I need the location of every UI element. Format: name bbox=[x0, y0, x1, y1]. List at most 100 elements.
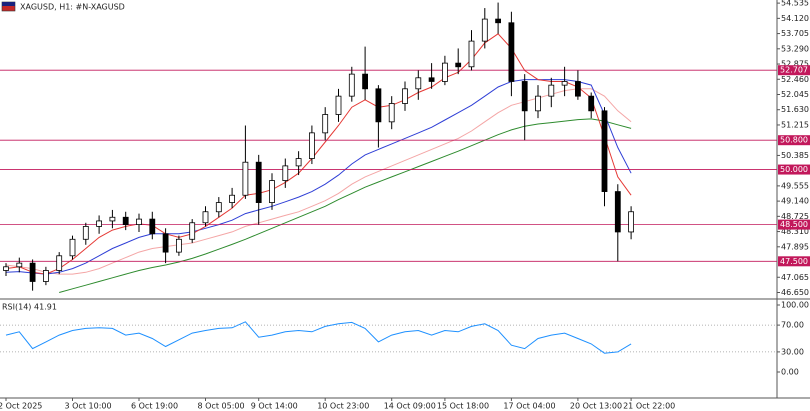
moving-average bbox=[5, 79, 632, 275]
y-tick-label: 49.555 bbox=[781, 181, 809, 190]
x-tick-label: 8 Oct 05:00 bbox=[198, 402, 245, 411]
candle-body bbox=[375, 88, 382, 123]
x-tick-label: 2 Oct 2025 bbox=[0, 402, 42, 411]
candle-body bbox=[136, 218, 142, 226]
candle-body bbox=[56, 255, 63, 271]
x-tick-label: 10 Oct 23:00 bbox=[317, 402, 369, 411]
candle-body bbox=[601, 110, 608, 192]
y-tick-label: 30.00 bbox=[781, 347, 804, 356]
level-label: 50.800 bbox=[780, 136, 808, 145]
y-tick-label: 54.535 bbox=[781, 0, 809, 8]
candle-body bbox=[468, 40, 475, 68]
y-tick-label: 50.385 bbox=[781, 151, 809, 160]
candle-body bbox=[348, 73, 355, 97]
candle-body bbox=[3, 266, 9, 271]
y-tick-label: 53.705 bbox=[781, 29, 809, 38]
y-tick-label: 70.00 bbox=[781, 321, 804, 330]
candle-body bbox=[162, 233, 169, 253]
candle-body bbox=[495, 18, 502, 24]
y-tick-label: 51.215 bbox=[781, 120, 809, 129]
y-tick-label: 47.065 bbox=[781, 273, 809, 282]
y-tick-label: 51.630 bbox=[781, 105, 809, 114]
candle-body bbox=[109, 216, 116, 222]
candle-body bbox=[481, 18, 488, 42]
rsi-line bbox=[5, 321, 632, 354]
candle-body bbox=[588, 95, 595, 112]
y-tick-label: 48.725 bbox=[781, 212, 809, 221]
y-tick-label: 52.460 bbox=[781, 75, 809, 84]
candle-body bbox=[215, 202, 222, 213]
candle-body bbox=[255, 161, 262, 203]
candle-body bbox=[82, 226, 89, 240]
y-tick-label: 48.310 bbox=[781, 227, 809, 236]
level-tag bbox=[778, 164, 810, 175]
candle-body bbox=[548, 84, 555, 97]
candle-body bbox=[335, 95, 342, 115]
candle-body bbox=[96, 220, 102, 227]
candle-body bbox=[295, 158, 302, 167]
y-tick-label: 47.895 bbox=[781, 242, 809, 251]
candle-body bbox=[535, 95, 541, 112]
x-tick-label: 21 Oct 22:00 bbox=[623, 402, 675, 411]
candle-body bbox=[229, 194, 236, 203]
candle-body bbox=[441, 62, 448, 82]
candle-body bbox=[428, 77, 435, 82]
moving-average bbox=[59, 118, 632, 293]
y-tick-label: 46.650 bbox=[781, 288, 809, 297]
candle-body bbox=[614, 191, 621, 233]
level-tag bbox=[778, 219, 810, 230]
moving-average bbox=[5, 33, 632, 275]
candle-body bbox=[455, 62, 462, 68]
y-tick-label: 52.045 bbox=[781, 90, 809, 99]
level-label: 47.500 bbox=[780, 257, 808, 266]
candle-body bbox=[43, 270, 49, 282]
candle-body bbox=[242, 161, 249, 196]
chart-title: XAGUSD, H1: #N-XAGUSD bbox=[20, 3, 125, 12]
candle-body bbox=[175, 238, 182, 253]
candle-body bbox=[362, 73, 369, 90]
candle-body bbox=[402, 88, 408, 104]
candle-body bbox=[388, 103, 395, 123]
candle-body bbox=[415, 77, 422, 90]
candle-body bbox=[69, 238, 76, 257]
level-tag bbox=[778, 65, 810, 76]
candle-body bbox=[29, 262, 36, 282]
candle-body bbox=[189, 222, 196, 240]
x-tick-label: 20 Oct 13:00 bbox=[570, 402, 622, 411]
y-tick-label: 0.00 bbox=[781, 368, 799, 377]
y-tick-label: 53.290 bbox=[781, 44, 809, 53]
candle-body bbox=[282, 165, 289, 181]
candle-body bbox=[628, 211, 634, 233]
level-tag bbox=[778, 135, 810, 146]
candle-body bbox=[269, 180, 275, 203]
y-tick-label: 100.00 bbox=[781, 301, 809, 310]
rsi-title: RSI(14) bbox=[2, 303, 31, 312]
candle-body bbox=[16, 262, 23, 268]
candle-body bbox=[149, 218, 156, 235]
level-label: 48.500 bbox=[780, 220, 808, 229]
candle-body bbox=[202, 211, 209, 224]
x-tick-label: 17 Oct 04:00 bbox=[503, 402, 555, 411]
rsi-value: 41.91 bbox=[34, 303, 57, 312]
x-tick-label: 3 Oct 10:00 bbox=[65, 402, 112, 411]
level-label: 50.000 bbox=[780, 165, 808, 174]
y-tick-label: 49.140 bbox=[781, 197, 809, 206]
y-tick-label: 54.120 bbox=[781, 14, 809, 23]
candle-body bbox=[122, 216, 129, 226]
x-tick-label: 9 Oct 14:00 bbox=[251, 402, 298, 411]
candle-body bbox=[322, 114, 329, 134]
level-tag bbox=[778, 256, 810, 267]
level-label: 52.707 bbox=[780, 66, 808, 75]
candle-body bbox=[508, 22, 515, 82]
candle-body bbox=[521, 81, 528, 112]
x-tick-label: 15 Oct 18:00 bbox=[437, 402, 489, 411]
x-tick-label: 6 Oct 19:00 bbox=[131, 402, 178, 411]
y-tick-label: 52.875 bbox=[781, 60, 809, 69]
candle-body bbox=[575, 81, 581, 97]
x-tick-label: 14 Oct 09:00 bbox=[384, 402, 436, 411]
candle-body bbox=[308, 132, 315, 159]
symbol-icon-band bbox=[2, 2, 15, 6]
